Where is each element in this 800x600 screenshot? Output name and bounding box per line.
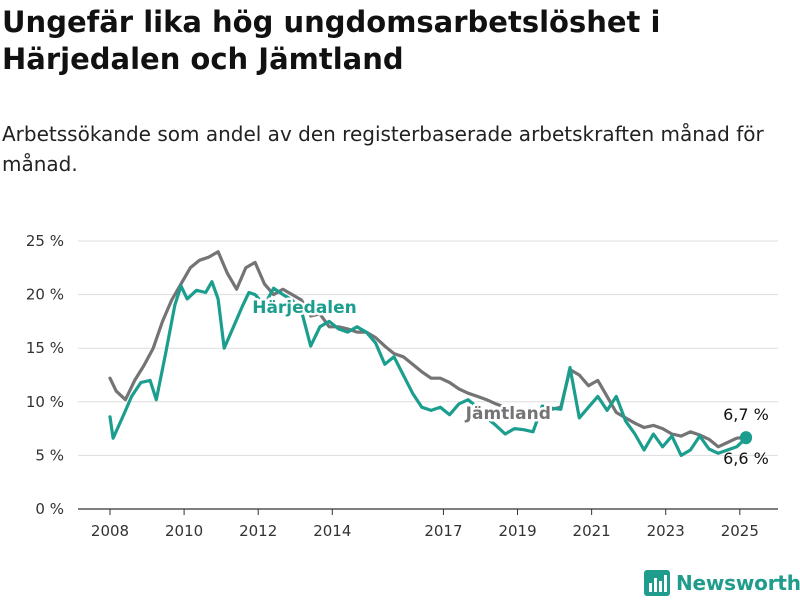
series-label: Jämtland [465,404,551,424]
y-tick-label: 0 % [35,500,64,518]
series-lines [108,250,748,457]
brand-logo: Newsworthy [644,566,800,600]
series-label: Härjedalen [252,298,357,318]
end-value-label: 6,6 % [723,449,769,468]
x-tick-label: 2017 [424,522,462,540]
grid-lines [78,240,778,510]
y-tick-label: 15 % [26,339,64,357]
x-tick-label: 2010 [165,522,203,540]
y-axis-ticks: 0 % 5 % 10 % 15 % 20 % 25 % [26,232,64,518]
y-tick-label: 5 % [35,446,64,464]
brand-name: Newsworthy [676,571,800,595]
line-chart: 0 %5 %10 %15 %20 %25 % 2008 2010 2012 2014 2… [26,232,778,540]
y-tick-label: 25 % [26,232,64,250]
chart-subtitle: Arbetssökande som andel av den registerb… [2,122,764,176]
series-line-1 [108,280,748,457]
bar-chart-logo-icon [644,570,670,596]
y-tick-label: 10 % [26,393,64,411]
x-tick-label: 2014 [313,522,351,540]
x-tick-label: 2023 [647,522,685,540]
x-tick-label: 2012 [239,522,277,540]
series-label-halo: Härjedalen [252,298,357,318]
series-line-0 [108,250,748,449]
x-tick-label: 2025 [721,522,759,540]
chart-title: Ungefär lika hög ungdomsarbetslöshet i H… [2,5,661,76]
series-label-halo: Jämtland [465,404,551,424]
x-axis-ticks: 2008 2010 2012 2014 2017 2019 2021 2023 2025 [91,509,759,540]
end-value-label: 6,7 % [723,405,769,424]
x-tick-label: 2021 [573,522,611,540]
y-tick-label: 20 % [26,286,64,304]
end-point-marker [740,432,752,445]
series-labels: JämtlandJämtlandHärjedalenHärjedalen6,7 … [250,295,769,468]
x-tick-label: 2008 [91,522,129,540]
x-tick-label: 2019 [498,522,536,540]
